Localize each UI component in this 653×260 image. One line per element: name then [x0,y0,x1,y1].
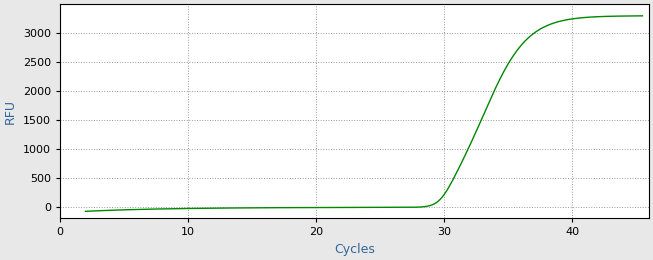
X-axis label: Cycles: Cycles [334,243,375,256]
Y-axis label: RFU: RFU [4,99,17,124]
